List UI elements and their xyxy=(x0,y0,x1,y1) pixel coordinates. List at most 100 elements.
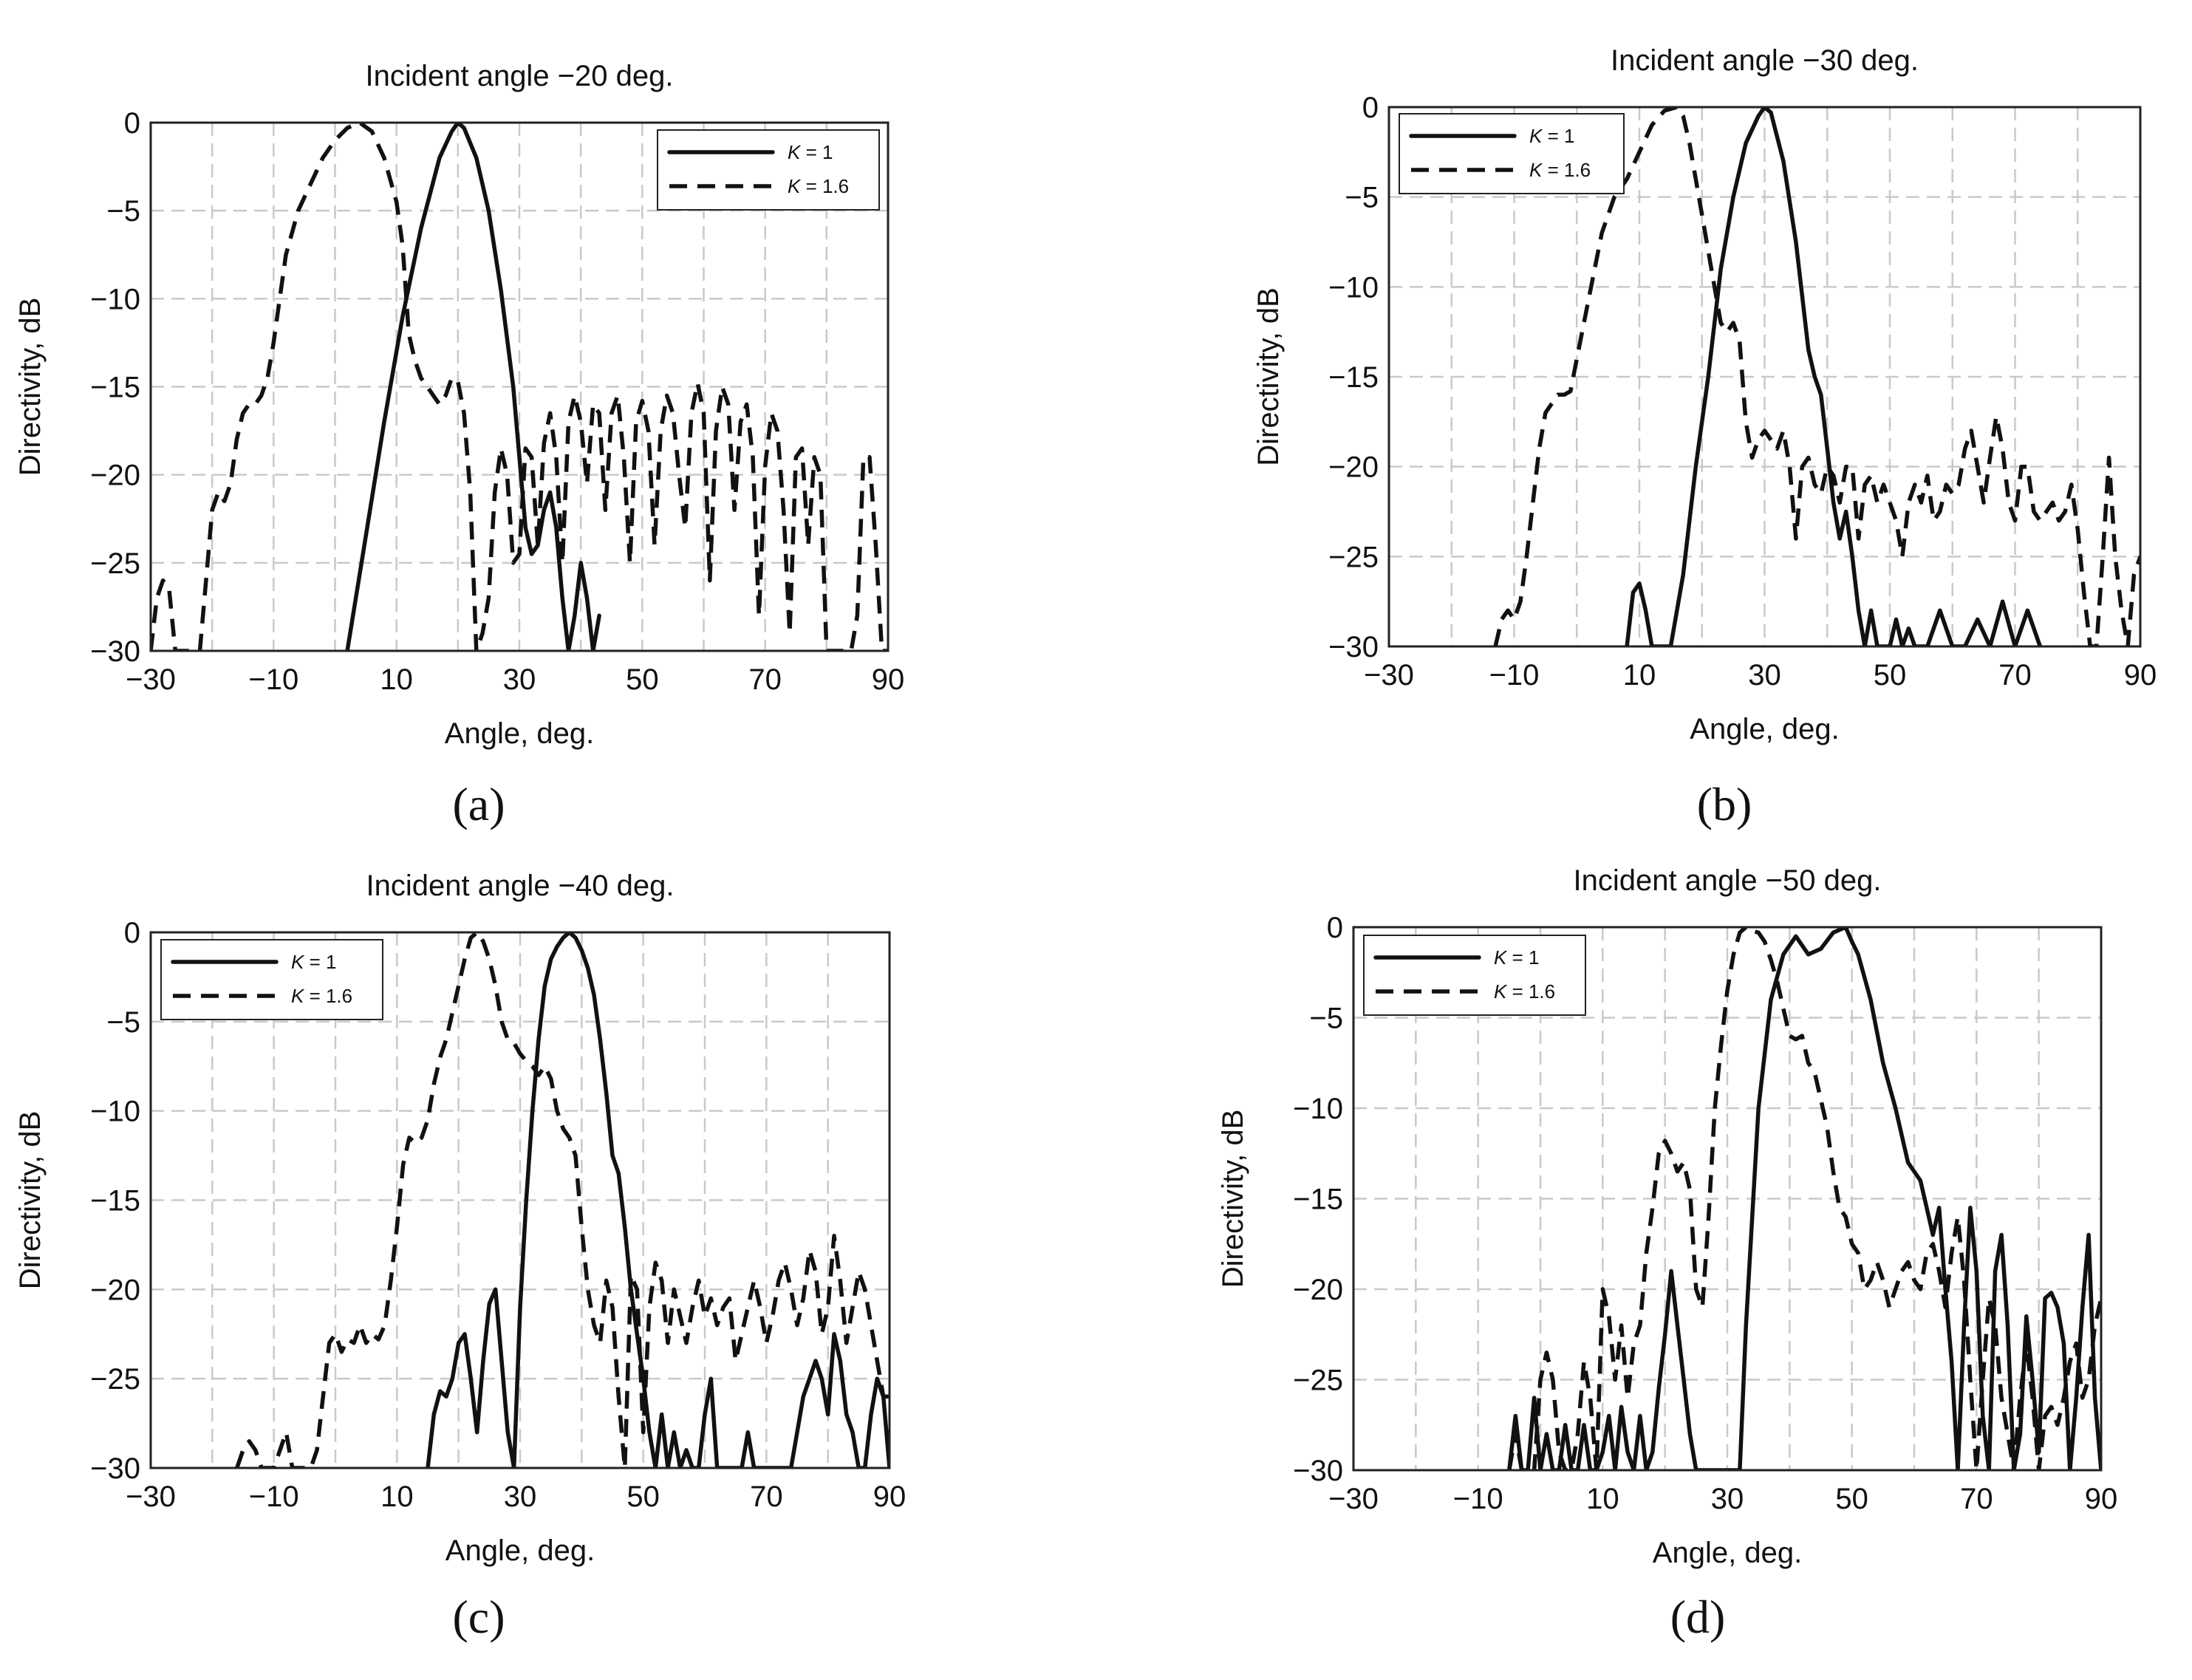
y-tick-label: −20 xyxy=(90,460,140,492)
y-tick-label: −15 xyxy=(1293,1184,1343,1216)
y-tick-label: 0 xyxy=(124,107,140,140)
panel-label: (b) xyxy=(1697,778,1752,830)
x-axis-label: Angle, deg. xyxy=(445,1534,595,1567)
y-axis-label: Directivity, dB xyxy=(1252,287,1285,466)
legend-label: K = 1.6 xyxy=(1529,159,1591,181)
x-tick-label: 90 xyxy=(872,663,905,696)
x-tick-label: 70 xyxy=(748,663,782,696)
x-tick-label: 70 xyxy=(1998,659,2032,692)
x-tick-label: −30 xyxy=(1328,1483,1379,1515)
x-tick-label: 50 xyxy=(1835,1483,1868,1515)
y-tick-label: −10 xyxy=(1328,271,1379,304)
y-tick-label: −20 xyxy=(90,1274,140,1306)
y-tick-label: −30 xyxy=(90,635,140,668)
x-tick-label: 10 xyxy=(1623,659,1656,692)
x-tick-label: 30 xyxy=(1711,1483,1744,1515)
x-tick-label: 50 xyxy=(626,1481,660,1513)
y-tick-label: −20 xyxy=(1328,451,1379,484)
y-tick-label: −25 xyxy=(1328,541,1379,573)
y-tick-label: −5 xyxy=(1309,1003,1343,1035)
legend-label: K = 1.6 xyxy=(788,175,849,197)
panel-label: (c) xyxy=(452,1591,505,1643)
series-line-k-1 xyxy=(1625,107,2043,646)
legend-label: K = 1.6 xyxy=(1494,980,1555,1003)
x-tick-label: −30 xyxy=(126,663,176,696)
chart-panel-1: −30 −10 10 30 50 70 90 0 −5 −10 −15 −20 −25 −30 Incide… xyxy=(14,60,904,830)
x-tick-label: 30 xyxy=(1748,659,1781,692)
x-tick-label: 70 xyxy=(750,1481,783,1513)
legend-box xyxy=(1363,935,1586,1016)
x-tick-label: −10 xyxy=(248,663,298,696)
y-tick-label: −25 xyxy=(90,547,140,580)
x-tick-label: −30 xyxy=(126,1481,176,1513)
chart-panel-4: −30 −10 10 30 50 70 90 0 −5 −10 −15 −20 −25 −30 Incide… xyxy=(1217,864,2117,1643)
x-axis-label: Angle, deg. xyxy=(445,717,594,750)
x-tick-label: 10 xyxy=(1586,1483,1619,1515)
series-line-k-1-6 xyxy=(1493,107,2140,646)
legend-box xyxy=(657,129,880,211)
chart-panel-2: −30 −10 10 30 50 70 90 0 −5 −10 −15 −20 −25 −30 Incide… xyxy=(1252,44,2157,830)
y-tick-label: −25 xyxy=(1293,1365,1343,1397)
x-tick-label: −30 xyxy=(1364,659,1414,692)
x-tick-label: 50 xyxy=(1874,659,1907,692)
panel-label: (a) xyxy=(452,778,505,830)
legend-label: K = 1 xyxy=(291,951,336,973)
y-tick-label: −20 xyxy=(1293,1274,1343,1306)
legend: K = 1 K = 1.6 xyxy=(1399,113,1625,194)
x-tick-label: 90 xyxy=(873,1481,906,1513)
y-tick-label: −5 xyxy=(106,195,140,228)
y-tick-label: 0 xyxy=(1327,912,1343,944)
x-tick-label: −10 xyxy=(1453,1483,1503,1515)
y-tick-label: −30 xyxy=(1293,1455,1343,1487)
plot-frame xyxy=(149,121,890,652)
x-tick-label: 10 xyxy=(380,663,413,696)
x-tick-label: 30 xyxy=(504,1481,537,1513)
series-line-k-1 xyxy=(345,123,601,651)
plot-frame xyxy=(149,931,891,1469)
x-axis-label: Angle, deg. xyxy=(1690,713,1839,745)
x-tick-label: −10 xyxy=(249,1481,299,1513)
legend-label: K = 1 xyxy=(1529,125,1574,147)
plot-frame xyxy=(1352,926,2103,1472)
y-tick-label: −10 xyxy=(90,283,140,315)
y-axis-label: Directivity, dB xyxy=(14,1111,47,1290)
x-axis-label: Angle, deg. xyxy=(1653,1537,1802,1569)
y-tick-label: −5 xyxy=(1345,182,1379,214)
series-line-k-1-6 xyxy=(235,932,890,1468)
legend-label: K = 1 xyxy=(1494,946,1539,969)
x-tick-label: 90 xyxy=(2124,659,2157,692)
legend-label: K = 1.6 xyxy=(291,985,352,1007)
y-tick-label: −10 xyxy=(1293,1093,1343,1125)
y-tick-label: −10 xyxy=(90,1096,140,1128)
legend-box xyxy=(1399,113,1625,194)
x-tick-label: 10 xyxy=(380,1481,414,1513)
y-tick-label: −15 xyxy=(90,1185,140,1218)
y-tick-label: −5 xyxy=(106,1006,140,1039)
series-line-k-1-6 xyxy=(151,123,888,651)
x-tick-label: 50 xyxy=(626,663,659,696)
legend: K = 1 K = 1.6 xyxy=(657,129,880,211)
legend: K = 1 K = 1.6 xyxy=(160,939,383,1020)
chart-title: Incident angle −50 deg. xyxy=(1573,864,1881,897)
y-tick-label: −30 xyxy=(1328,631,1379,663)
chart-title: Incident angle −20 deg. xyxy=(365,60,673,92)
panel-label: (d) xyxy=(1670,1591,1726,1643)
y-tick-label: 0 xyxy=(1362,92,1379,124)
plot-frame xyxy=(1387,106,2142,648)
y-tick-label: −15 xyxy=(90,372,140,404)
x-tick-label: −10 xyxy=(1489,659,1540,692)
chart-panel-3: −30 −10 10 30 50 70 90 0 −5 −10 −15 −20 −25 −30 Incide… xyxy=(14,870,906,1643)
legend: K = 1 K = 1.6 xyxy=(1363,935,1586,1016)
y-tick-label: −30 xyxy=(90,1452,140,1485)
chart-title: Incident angle −40 deg. xyxy=(366,870,674,902)
legend-label: K = 1 xyxy=(788,141,833,163)
y-tick-label: 0 xyxy=(124,917,140,949)
y-axis-label: Directivity, dB xyxy=(1217,1110,1249,1288)
x-tick-label: 90 xyxy=(2085,1483,2118,1515)
x-tick-label: 30 xyxy=(503,663,536,696)
y-axis-label: Directivity, dB xyxy=(14,298,47,477)
series-line-k-1 xyxy=(426,932,890,1468)
x-tick-label: 70 xyxy=(1960,1483,1993,1515)
legend-box xyxy=(160,939,383,1020)
